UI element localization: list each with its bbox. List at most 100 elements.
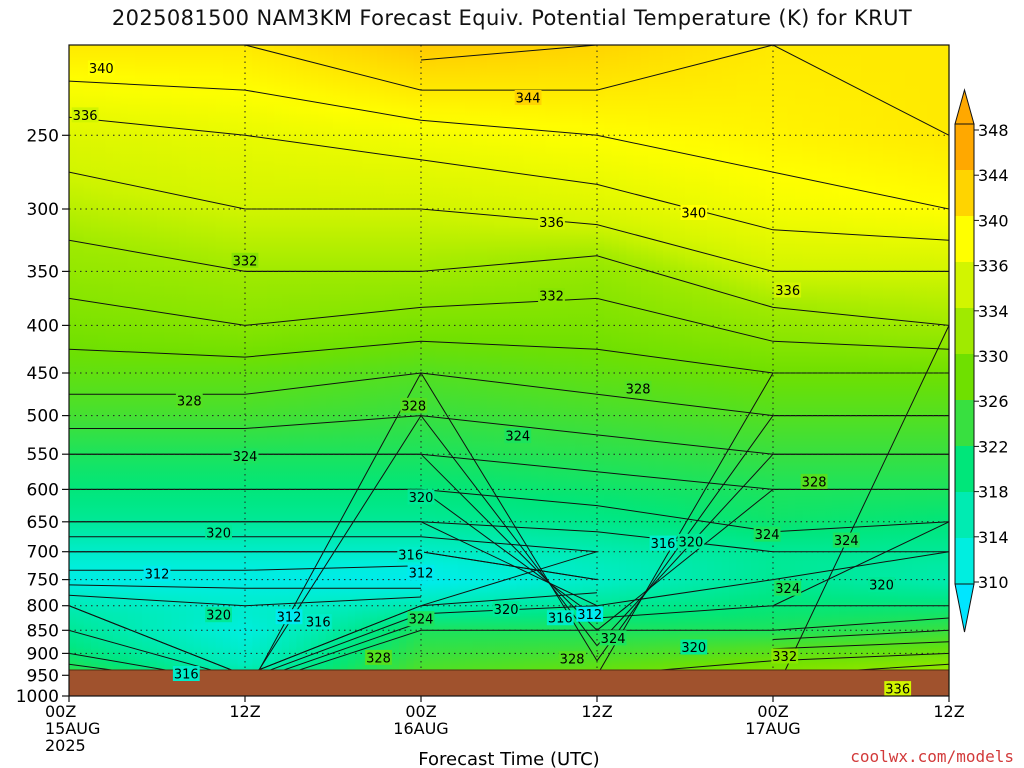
contour-label: 320	[681, 641, 706, 656]
contour-label: 324	[775, 582, 800, 597]
field-column	[450, 45, 459, 696]
contour-label: 328	[177, 394, 202, 409]
colorbar-frame	[954, 123, 975, 585]
x-tick-label: 00Z	[405, 702, 436, 721]
contour-label: 316	[651, 537, 676, 552]
contour-label-bg	[677, 533, 705, 549]
field-column	[399, 45, 407, 696]
field-column	[883, 45, 891, 696]
contour-label-bg	[407, 489, 435, 505]
field-column	[575, 45, 583, 696]
contour-label: 340	[681, 207, 706, 222]
field-column	[311, 45, 319, 696]
contour-line	[69, 521, 949, 607]
contour-label: 336	[539, 216, 564, 231]
contour-line	[69, 80, 949, 210]
credit-link[interactable]: coolwx.com/models	[850, 747, 1014, 766]
field-column	[560, 45, 569, 696]
field-column	[758, 45, 767, 696]
x-tick-label: 16AUG	[393, 719, 448, 738]
contour-line	[69, 584, 421, 589]
field-column	[252, 45, 261, 696]
contour-line	[772, 641, 949, 650]
colorbar-label: 314	[978, 528, 1009, 547]
contour-label-bg	[800, 473, 828, 489]
field-column	[186, 45, 195, 696]
field-column	[384, 45, 393, 696]
contour-label: 328	[366, 651, 391, 666]
field-column	[391, 45, 400, 696]
field-column	[142, 45, 151, 696]
colorbar-segment	[955, 538, 974, 584]
contour-label: 312	[145, 568, 170, 583]
field-column	[509, 45, 517, 696]
field-column	[912, 45, 921, 696]
contour-label: 332	[233, 254, 258, 269]
field-column	[421, 45, 429, 696]
contour-label-bg	[71, 107, 99, 123]
contour-label-bg	[884, 681, 912, 697]
field-column	[494, 45, 503, 696]
colorbar-label: 318	[978, 483, 1009, 502]
field-column	[487, 45, 495, 696]
contour-label: 316	[306, 616, 331, 631]
field-column	[377, 45, 385, 696]
field-column	[325, 45, 334, 696]
contour-label-bg	[205, 607, 232, 623]
colorbar-label: 336	[978, 257, 1009, 276]
field-column	[905, 45, 913, 696]
contour-label: 316	[398, 549, 423, 564]
colorbar-label: 334	[978, 302, 1009, 321]
y-tick-label: 1000	[16, 687, 59, 707]
field-column	[355, 45, 363, 696]
field-column	[736, 45, 745, 696]
contour-line	[420, 45, 598, 61]
contour-line	[69, 45, 949, 136]
contour-label: 324	[409, 613, 434, 628]
field-column	[333, 45, 341, 696]
field-column	[809, 45, 818, 696]
contour-label: 332	[772, 650, 797, 665]
field-column	[597, 45, 605, 696]
field-column	[846, 45, 855, 696]
field-column	[193, 45, 202, 696]
field-column	[934, 45, 943, 696]
field-column	[501, 45, 510, 696]
field-column	[648, 45, 657, 696]
field-column	[707, 45, 715, 696]
contour-line	[69, 592, 598, 670]
colorbar-segment	[955, 170, 974, 216]
field-column	[567, 45, 576, 696]
contour-label: 320	[494, 603, 519, 618]
field-column	[861, 45, 869, 696]
field-column	[208, 45, 217, 696]
field-column	[699, 45, 708, 696]
y-tick-label: 850	[27, 621, 59, 641]
y-tick-label: 700	[27, 543, 59, 563]
field-column	[465, 45, 473, 696]
y-tick-label: 500	[27, 407, 59, 427]
field-column	[457, 45, 466, 696]
field-column	[626, 45, 635, 696]
x-tick-label: 12Z	[229, 702, 260, 721]
contour-label-bg	[231, 252, 259, 268]
field-column	[604, 45, 613, 696]
field-column	[296, 45, 305, 696]
contour-label: 320	[869, 579, 894, 594]
field-column	[267, 45, 275, 696]
field-column	[765, 45, 774, 696]
contour-label: 328	[626, 382, 651, 397]
contour-label: 316	[548, 612, 573, 627]
field-column	[714, 45, 723, 696]
field-column	[941, 45, 950, 696]
colorbar-segment	[955, 492, 974, 538]
theta-e-field	[69, 45, 950, 696]
contour-label: 336	[73, 109, 98, 124]
y-tick-label: 450	[27, 364, 59, 384]
contour-label: 324	[834, 534, 859, 549]
colorbar-label: 340	[978, 211, 1009, 230]
contour-label-bg	[599, 630, 627, 646]
contour-label-bg	[538, 288, 565, 303]
contour-label: 320	[409, 491, 434, 506]
